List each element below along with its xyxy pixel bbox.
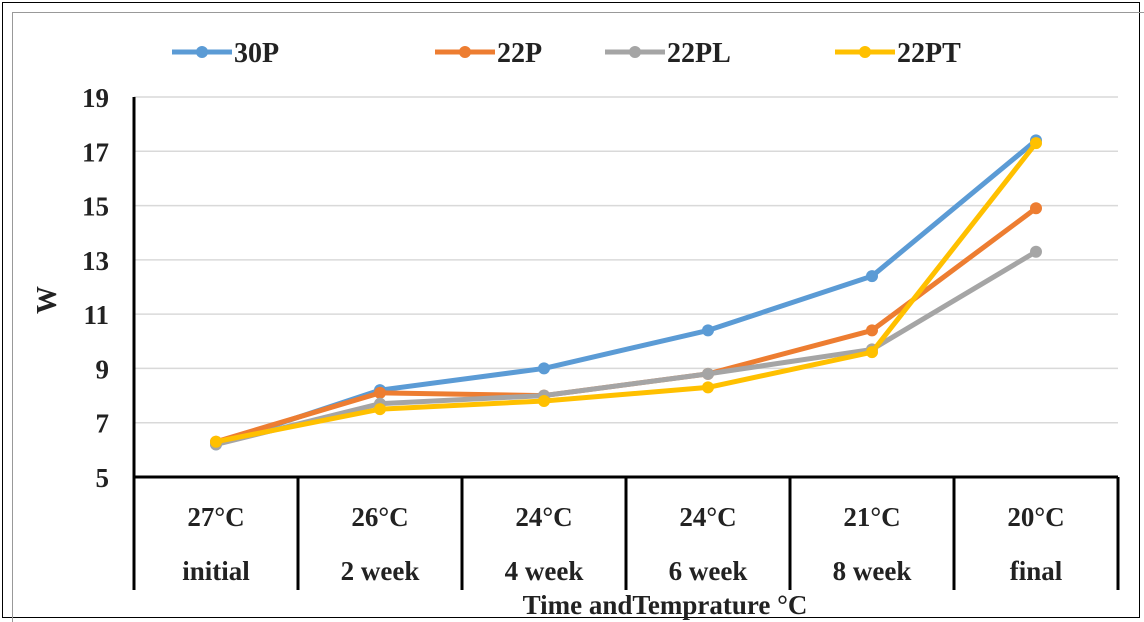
y-tick-label: 5 (96, 463, 110, 493)
series-line-22PL (213, 249, 1039, 447)
legend: 30P 22P 22PL 22PT (172, 38, 961, 69)
legend-label-22PL: 22PL (667, 38, 731, 69)
x-category-label-time: initial (182, 556, 250, 586)
data-point-30P (866, 270, 878, 283)
data-point-22PL (702, 367, 714, 380)
x-category-label-temp: 24°C (679, 502, 736, 532)
legend-marker-22P (459, 46, 471, 58)
y-tick-label: 13 (82, 246, 109, 276)
y-tick-label: 7 (96, 409, 110, 439)
x-category-label-temp: 26°C (351, 502, 408, 532)
x-category-label-temp: 27°C (187, 502, 244, 532)
data-point-30P (538, 362, 550, 375)
data-point-30P (702, 324, 714, 337)
data-point-22PL (1030, 245, 1042, 258)
data-point-22PT (374, 403, 386, 416)
data-point-22PT (210, 435, 222, 448)
x-category-labels: 27°C initial 26°C 2 week 24°C 4 week 24°C 6 wee… (182, 502, 1064, 586)
axes (132, 97, 1120, 590)
legend-label-22P: 22P (497, 38, 542, 69)
x-category-label-time: 4 week (505, 556, 584, 586)
chart-inner-frame (12, 12, 1144, 622)
y-axis-label: W (32, 286, 63, 314)
x-category-label-time: 8 week (833, 556, 912, 586)
legend-marker-30P (196, 46, 208, 58)
y-tick-label: 19 (82, 83, 109, 113)
series-lines (210, 134, 1042, 451)
data-point-22PT (866, 346, 878, 359)
x-axis-label: Time andTemprature °C (523, 590, 808, 620)
data-point-22P (374, 386, 386, 399)
x-category-label-temp: 21°C (843, 502, 900, 532)
y-tick-label: 9 (96, 354, 110, 384)
legend-label-22PT: 22PT (897, 38, 961, 69)
x-category-label-time: final (1010, 556, 1063, 586)
data-point-22P (1030, 202, 1042, 215)
series-line-22PT (213, 140, 1039, 445)
data-point-22PT (538, 395, 550, 407)
legend-marker-22PT (859, 46, 871, 58)
y-tick-label: 17 (82, 137, 109, 167)
y-tick-labels: 5 7 9 11 13 15 17 19 (82, 83, 109, 493)
y-tick-label: 15 (82, 192, 109, 222)
data-point-22P (866, 324, 878, 337)
x-category-label-time: 2 week (341, 556, 420, 586)
y-tick-label: 11 (83, 300, 109, 330)
legend-label-30P: 30P (234, 38, 279, 69)
data-point-22PT (702, 381, 714, 394)
data-point-22PT (1030, 137, 1042, 150)
legend-marker-22PL (629, 46, 641, 58)
x-category-label-temp: 20°C (1007, 502, 1064, 532)
x-category-label-time: 6 week (669, 556, 748, 586)
x-category-label-temp: 24°C (515, 502, 572, 532)
series-line-30P (213, 137, 1039, 447)
